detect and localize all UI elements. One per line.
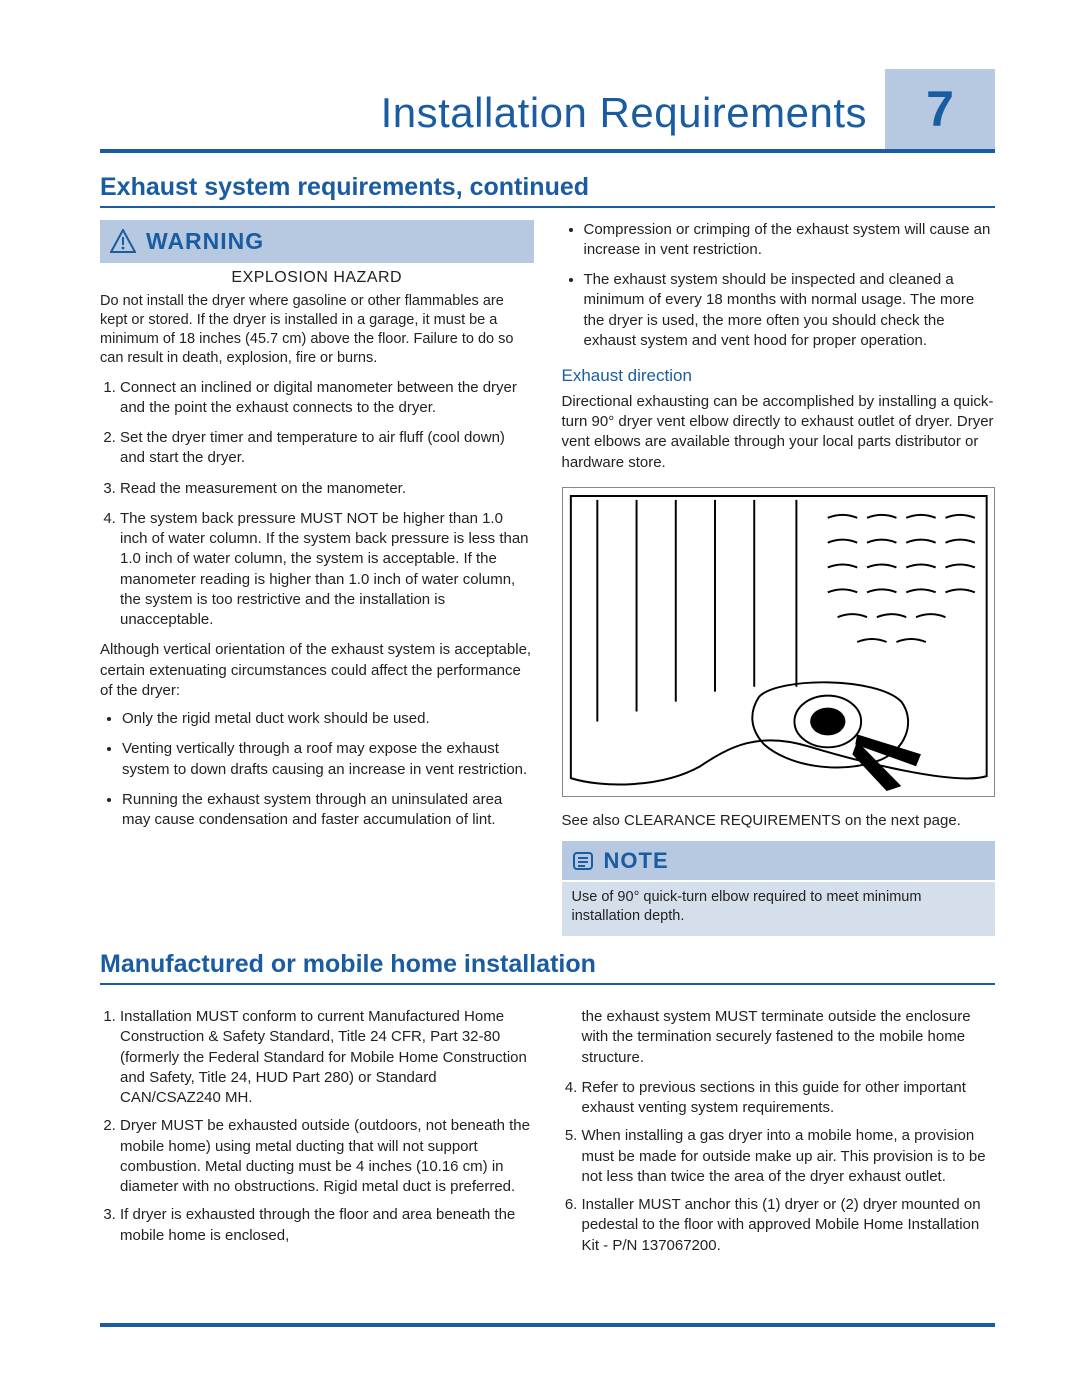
diagram-caption: See also CLEARANCE REQUIREMENTS on the n… — [562, 811, 996, 831]
step3-continuation: the exhaust system MUST terminate outsid… — [582, 1007, 996, 1068]
bullet-item: Running the exhaust system through an un… — [122, 790, 534, 831]
step-item: Set the dryer timer and temperature to a… — [120, 428, 534, 469]
note-text: Use of 90° quick-turn elbow required to … — [562, 882, 996, 936]
bullet-item: The exhaust system should be inspected a… — [584, 270, 996, 351]
step-item: The system back pressure MUST NOT be hig… — [120, 509, 534, 631]
step-item: Installation MUST conform to current Man… — [120, 1007, 534, 1108]
note-label: NOTE — [604, 846, 669, 876]
step-item: When installing a gas dryer into a mobil… — [582, 1126, 996, 1187]
page: Installation Requirements 7 Exhaust syst… — [60, 59, 1020, 1339]
right-column: Compression or crimping of the exhaust s… — [562, 220, 996, 937]
warning-label: WARNING — [146, 226, 264, 257]
bullet-item: Only the rigid metal duct work should be… — [122, 709, 534, 729]
warning-heading: WARNING — [110, 226, 524, 257]
warning-text: Do not install the dryer where gasoline … — [100, 292, 534, 367]
page-number: 7 — [926, 80, 954, 138]
step-item: Installer MUST anchor this (1) dryer or … — [582, 1195, 996, 1256]
warning-header-box: WARNING — [100, 220, 534, 263]
section-columns: WARNING EXPLOSION HAZARD Do not install … — [100, 220, 995, 937]
step-item: Read the measurement on the manometer. — [120, 479, 534, 499]
left-column: WARNING EXPLOSION HAZARD Do not install … — [100, 220, 534, 937]
step-item: Dryer MUST be exhausted outside (outdoor… — [120, 1116, 534, 1197]
left-bullets: Only the rigid metal duct work should be… — [122, 709, 534, 830]
page-number-box: 7 — [885, 69, 995, 149]
step-item: If dryer is exhausted through the floor … — [120, 1205, 534, 1246]
note-lines-icon — [572, 850, 594, 872]
page-title: Installation Requirements — [100, 69, 885, 149]
step-item: Connect an inclined or digital manometer… — [120, 378, 534, 419]
section-title-exhaust: Exhaust system requirements, continued — [100, 173, 995, 208]
mobile-steps-right: Refer to previous sections in this guide… — [582, 1078, 996, 1256]
warning-subhead: EXPLOSION HAZARD — [100, 267, 534, 289]
right-bullets: Compression or crimping of the exhaust s… — [584, 220, 996, 352]
warning-triangle-icon — [110, 229, 136, 253]
footer-rule — [100, 1323, 995, 1327]
vertical-orient-para: Although vertical orientation of the exh… — [100, 640, 534, 701]
bullet-item: Venting vertically through a roof may ex… — [122, 739, 534, 780]
step-item: Refer to previous sections in this guide… — [582, 1078, 996, 1119]
exhaust-direction-text: Directional exhausting can be accomplish… — [562, 392, 996, 473]
mobile-left-col: Installation MUST conform to current Man… — [100, 997, 534, 1264]
manometer-steps: Connect an inclined or digital manometer… — [120, 378, 534, 631]
exhaust-direction-head: Exhaust direction — [562, 365, 996, 388]
bullet-item: Compression or crimping of the exhaust s… — [584, 220, 996, 261]
note-header-box: NOTE — [562, 841, 996, 881]
section-title-mobile: Manufactured or mobile home installation — [100, 950, 995, 985]
mobile-right-col: the exhaust system MUST terminate outsid… — [562, 997, 996, 1264]
mobile-steps-left: Installation MUST conform to current Man… — [120, 1007, 534, 1246]
section2-columns: Installation MUST conform to current Man… — [100, 997, 995, 1264]
dryer-diagram — [562, 487, 996, 797]
page-header: Installation Requirements 7 — [100, 69, 995, 153]
note-heading: NOTE — [572, 846, 986, 876]
